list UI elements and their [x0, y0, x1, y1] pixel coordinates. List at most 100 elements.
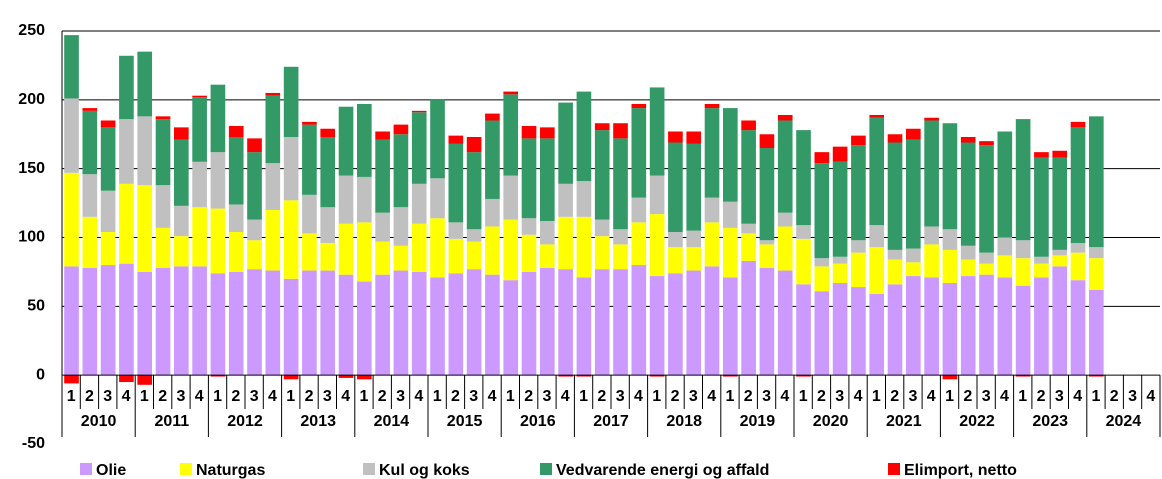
- bar-segment: [979, 252, 994, 264]
- bar-segment: [411, 271, 427, 376]
- bar-segment: [649, 175, 665, 215]
- bar-segment: [686, 270, 702, 376]
- x-tick-label: 1: [872, 388, 881, 405]
- bar-segment: [1015, 119, 1031, 241]
- bar-segment: [119, 55, 134, 120]
- bar-segment: [777, 226, 793, 271]
- bar-segment: [320, 207, 336, 244]
- bar-segment: [613, 244, 628, 270]
- bar-segment: [997, 277, 1013, 376]
- bar-segment: [851, 240, 866, 253]
- bar-segment: [613, 269, 628, 376]
- bar-segment: [283, 375, 299, 380]
- bar-segment: [155, 227, 171, 268]
- x-tick-label: 3: [908, 388, 917, 405]
- bar-segment: [119, 183, 134, 264]
- bar-segment: [320, 137, 336, 208]
- bar-segment: [558, 102, 573, 184]
- bar-segment: [375, 241, 390, 275]
- x-tick-label: 1: [652, 388, 661, 405]
- year-label: 2010: [81, 413, 117, 430]
- bar-segment: [320, 128, 336, 138]
- bar-segment: [887, 134, 903, 143]
- x-tick-label: 3: [176, 388, 185, 405]
- bar-segment: [430, 218, 445, 278]
- x-tick-label: 4: [488, 388, 497, 405]
- bar-segment: [777, 212, 793, 227]
- bar-segment: [1088, 116, 1104, 248]
- x-tick-label: 3: [982, 388, 991, 405]
- bar-segment: [375, 212, 390, 242]
- bar-segment: [960, 259, 976, 277]
- bar-segment: [942, 229, 958, 250]
- bar-segment: [686, 230, 702, 248]
- year-label: 2017: [593, 413, 629, 430]
- bar-segment: [558, 216, 573, 270]
- bar-segment: [668, 247, 683, 274]
- bar-segment: [576, 91, 592, 182]
- x-tick-label: 2: [963, 388, 972, 405]
- bar-segment: [576, 181, 592, 217]
- year-label: 2021: [886, 413, 922, 430]
- x-tick-label: 2: [378, 388, 387, 405]
- x-tick-label: 2: [597, 388, 606, 405]
- bar-segment: [466, 241, 482, 270]
- bar-segment: [594, 219, 610, 237]
- x-tick-label: 4: [122, 388, 131, 405]
- bar-segment: [539, 267, 555, 376]
- bar-segment: [356, 103, 372, 177]
- bar-segment: [155, 119, 171, 186]
- bar-segment: [393, 134, 409, 208]
- bar-segment: [814, 266, 830, 292]
- y-tick-label: -50: [22, 435, 45, 452]
- bar-segment: [796, 225, 811, 239]
- bar-segment: [64, 35, 79, 99]
- bar-segment: [1015, 240, 1031, 259]
- bar-segment: [1034, 277, 1049, 376]
- bar-segment: [356, 375, 372, 380]
- bar-segment: [64, 98, 79, 173]
- bar-segment: [741, 233, 756, 261]
- bar-segment: [82, 267, 98, 376]
- x-tick-label: 4: [927, 388, 936, 405]
- bar-segment: [814, 163, 830, 259]
- bar-segment: [960, 276, 976, 376]
- bar-segment: [338, 106, 354, 176]
- bar-segment: [832, 256, 848, 264]
- bar-segment: [668, 131, 683, 143]
- bar-segment: [265, 95, 281, 164]
- bar-segment: [411, 183, 427, 224]
- bar-segment: [851, 145, 866, 241]
- bar-segment: [448, 238, 464, 274]
- bar-segment: [796, 130, 811, 226]
- bar-segment: [960, 245, 976, 260]
- x-tick-label: 4: [1000, 388, 1009, 405]
- bar-segment: [302, 121, 317, 125]
- x-tick-label: 1: [286, 388, 295, 405]
- bar-segment: [265, 270, 281, 376]
- x-tick-label: 4: [1146, 388, 1155, 405]
- bar-segment: [466, 269, 482, 376]
- legend-label: Olie: [96, 462, 126, 479]
- bar-segment: [503, 219, 519, 281]
- bar-segment: [1015, 285, 1031, 376]
- x-tick-label: 4: [1073, 388, 1082, 405]
- bar-segment: [503, 94, 519, 176]
- bar-segment: [869, 117, 885, 226]
- bar-segment: [228, 231, 244, 272]
- bar-segment: [1070, 121, 1086, 128]
- bar-segment: [539, 127, 555, 139]
- bar-segment: [851, 252, 866, 288]
- year-label: 2012: [227, 413, 263, 430]
- x-tick-label: 4: [854, 388, 863, 405]
- bar-segment: [887, 142, 903, 250]
- bar-segment: [558, 183, 573, 217]
- bar-segment: [796, 284, 811, 376]
- bar-segment: [960, 137, 976, 143]
- bar-segment: [869, 247, 885, 294]
- bar-segment: [905, 248, 921, 263]
- bar-segment: [302, 270, 317, 376]
- bar-segment: [759, 240, 775, 245]
- x-tick-label: 4: [707, 388, 716, 405]
- bar-segment: [905, 128, 921, 140]
